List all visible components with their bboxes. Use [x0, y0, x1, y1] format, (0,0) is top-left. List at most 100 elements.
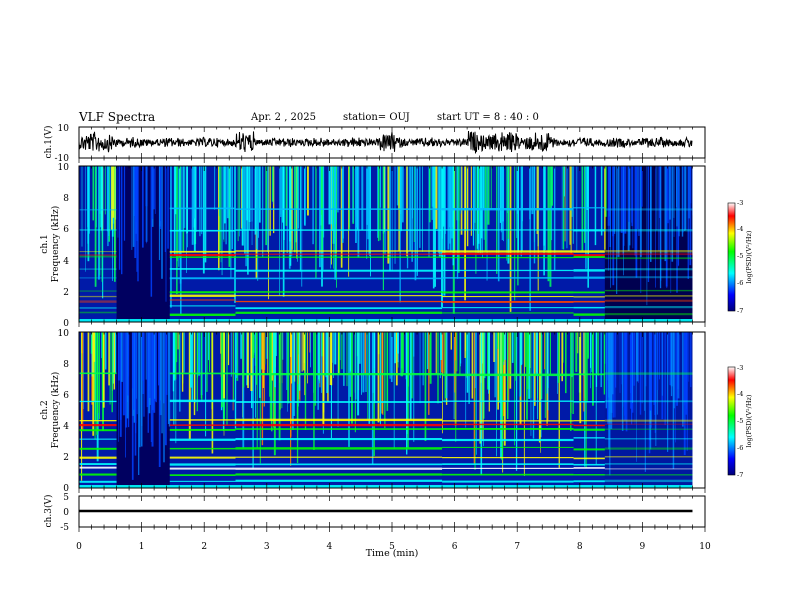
emission-band — [169, 424, 236, 426]
emission-band — [169, 447, 236, 450]
noise-streak — [251, 166, 253, 245]
noise-streak — [273, 166, 275, 234]
noise-streak — [296, 332, 299, 463]
noise-streak — [309, 332, 311, 353]
emission-band — [79, 420, 117, 422]
noise-streak — [644, 332, 646, 472]
emission-band — [573, 467, 605, 469]
noise-streak — [165, 166, 167, 302]
noise-streak — [581, 166, 584, 251]
noise-streak — [465, 332, 467, 428]
noise-streak — [519, 332, 521, 397]
noise-streak — [445, 332, 448, 399]
noise-streak — [406, 332, 408, 455]
noise-streak — [340, 166, 343, 268]
noise-streak — [161, 166, 163, 279]
noise-streak — [382, 166, 384, 291]
noise-streak — [551, 166, 553, 206]
noise-streak — [514, 166, 516, 301]
noise-streak — [125, 332, 128, 428]
noise-streak — [671, 166, 674, 262]
noise-streak — [81, 166, 83, 247]
noise-streak — [299, 332, 301, 391]
noise-streak — [656, 166, 658, 231]
emission-band — [442, 296, 574, 298]
noise-streak — [623, 166, 624, 276]
noise-streak — [547, 332, 549, 388]
noise-streak — [304, 332, 307, 430]
noise-streak — [509, 332, 512, 389]
noise-streak — [563, 332, 564, 363]
noise-streak — [416, 166, 418, 276]
noise-streak — [90, 332, 92, 354]
noise-streak — [441, 166, 443, 308]
ch3-waveform-ylabel: ch.3(V) — [43, 495, 54, 528]
x-tick-label: 4 — [327, 542, 333, 552]
noise-streak — [226, 166, 229, 219]
noise-streak — [330, 166, 332, 269]
noise-streak — [137, 166, 139, 282]
noise-streak — [470, 166, 472, 236]
noise-streak — [319, 332, 321, 384]
panel-waveform-ch1: 10 -10 ch.1(V) — [43, 124, 706, 164]
emission-band — [604, 289, 693, 292]
noise-streak — [223, 166, 226, 224]
emission-band — [235, 479, 443, 482]
noise-streak — [669, 332, 672, 386]
noise-streak — [600, 166, 603, 236]
emission-band — [169, 229, 236, 232]
colorbar-ch2-tick-m5: -5 — [737, 417, 743, 425]
noise-streak — [407, 332, 409, 448]
noise-streak — [486, 166, 488, 281]
emission-band — [442, 208, 574, 211]
noise-streak — [271, 332, 273, 432]
noise-streak — [644, 332, 646, 411]
noise-streak — [299, 166, 301, 272]
noise-streak — [167, 332, 170, 424]
noise-streak — [257, 166, 259, 238]
noise-streak — [395, 332, 398, 386]
noise-streak — [381, 332, 383, 414]
noise-streak — [511, 332, 514, 363]
noise-streak — [193, 166, 195, 219]
noise-streak — [307, 332, 308, 384]
noise-streak — [387, 166, 390, 264]
noise-streak — [100, 166, 103, 231]
emission-band — [604, 456, 693, 458]
noise-streak — [282, 166, 284, 223]
noise-streak — [636, 332, 637, 462]
noise-streak — [368, 166, 370, 255]
noise-streak — [315, 166, 317, 279]
noise-streak — [167, 166, 169, 249]
noise-streak — [225, 166, 227, 245]
emission-band — [79, 438, 117, 440]
noise-streak — [454, 332, 456, 393]
noise-streak — [291, 332, 293, 384]
noise-streak — [647, 166, 650, 282]
noise-streak — [134, 166, 137, 258]
noise-streak — [634, 332, 636, 425]
noise-streak — [638, 166, 640, 236]
noise-streak — [520, 332, 523, 366]
emission-band — [604, 400, 693, 403]
noise-streak — [624, 166, 627, 234]
noise-streak — [297, 166, 298, 262]
noise-streak — [488, 332, 489, 394]
noise-streak — [286, 332, 288, 390]
noise-streak — [111, 166, 113, 230]
colorbar-ch2 — [727, 366, 736, 476]
x-tick-label: 0 — [76, 542, 82, 552]
noise-streak — [334, 166, 336, 280]
emission-band — [169, 474, 236, 476]
noise-streak — [132, 332, 133, 389]
emission-band — [79, 372, 117, 375]
noise-streak — [514, 332, 515, 446]
noise-streak — [678, 332, 680, 399]
noise-streak — [650, 166, 652, 262]
noise-streak — [256, 166, 258, 250]
noise-streak — [202, 166, 205, 274]
noise-streak — [631, 332, 633, 425]
noise-streak — [466, 332, 468, 378]
noise-streak — [566, 166, 568, 249]
noise-streak — [604, 166, 607, 217]
